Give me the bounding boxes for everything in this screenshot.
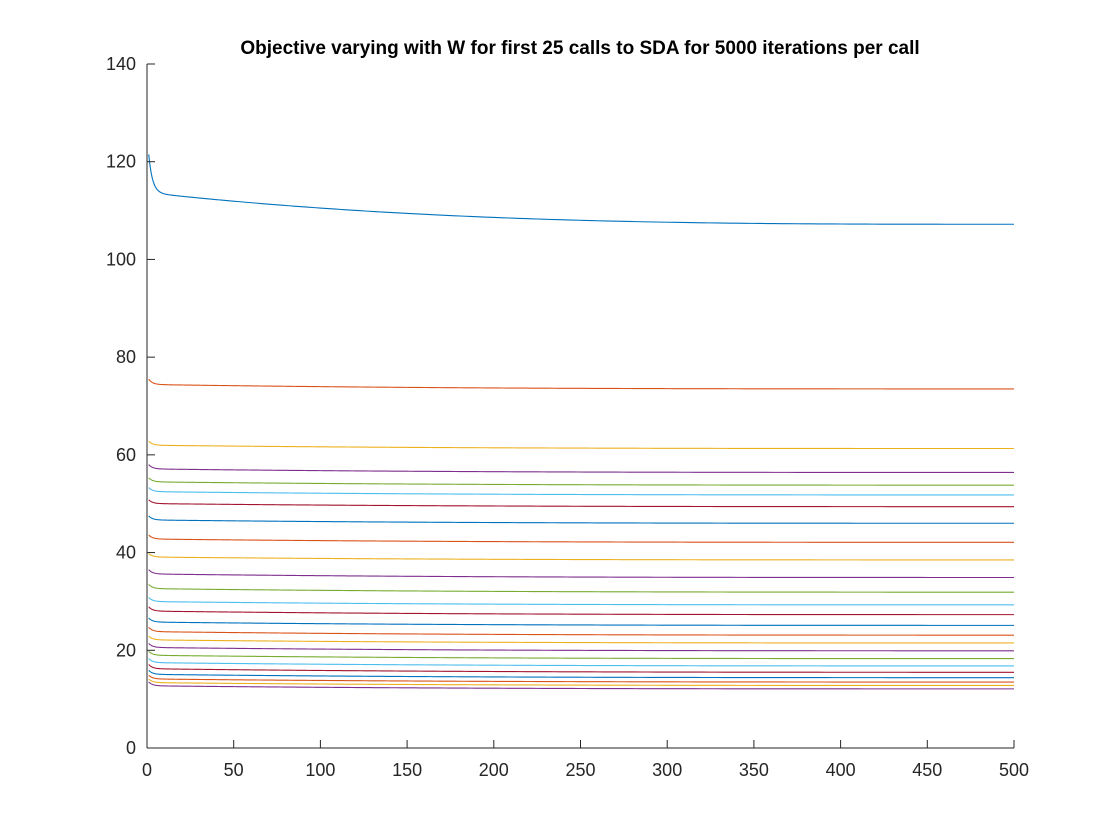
- series-line-2: [148, 378, 1014, 390]
- series-line-16: [148, 626, 1014, 636]
- series-line-18: [148, 642, 1014, 652]
- x-tick-label: 250: [565, 760, 595, 780]
- y-tick-label: 100: [106, 249, 136, 269]
- series-group: [148, 154, 1014, 690]
- series-line-22: [148, 669, 1014, 679]
- x-tick-label: 400: [826, 760, 856, 780]
- chart-title: Objective varying with W for first 25 ca…: [240, 38, 919, 59]
- series-line-4: [148, 464, 1014, 474]
- series-line-10: [148, 553, 1014, 561]
- y-tick-label: 20: [116, 640, 136, 660]
- series-line-24: [148, 678, 1014, 687]
- series-line-9: [148, 534, 1014, 543]
- x-tick-label: 50: [224, 760, 244, 780]
- series-line-5: [148, 477, 1014, 486]
- series-line-19: [148, 650, 1014, 660]
- x-tick-label: 350: [739, 760, 769, 780]
- series-line-14: [148, 606, 1014, 616]
- y-tick-label: 0: [126, 738, 136, 758]
- axes-group: 0 50 100 150 200 250 300 350 400 450 500 0 20 40 60 80 1…: [106, 54, 1029, 780]
- series-line-25: [148, 681, 1014, 690]
- x-tick-label: 300: [652, 760, 682, 780]
- series-line-20: [148, 658, 1014, 667]
- y-tick-label: 40: [116, 543, 136, 563]
- series-line-8: [148, 515, 1014, 524]
- series-line-23: [148, 674, 1014, 683]
- y-tick-label: 60: [116, 445, 136, 465]
- series-line-6: [148, 487, 1014, 496]
- y-tick-label: 140: [106, 54, 136, 74]
- series-line-17: [148, 635, 1014, 644]
- x-tick-label: 450: [912, 760, 942, 780]
- series-line-13: [148, 597, 1014, 606]
- series-line-3: [148, 440, 1014, 450]
- series-line-12: [148, 583, 1014, 593]
- series-line-1: [148, 154, 1014, 225]
- x-tick-label: 150: [392, 760, 422, 780]
- series-line-7: [148, 499, 1014, 508]
- series-line-15: [148, 617, 1014, 626]
- x-tick-label: 500: [999, 760, 1029, 780]
- series-line-11: [148, 569, 1014, 579]
- plot-area: 0 50 100 150 200 250 300 350 400 450 500 0 20 40 60 80 1…: [106, 54, 1029, 780]
- x-tick-label: 100: [305, 760, 335, 780]
- y-tick-label: 80: [116, 347, 136, 367]
- x-tick-label: 0: [142, 760, 152, 780]
- x-tick-label: 200: [479, 760, 509, 780]
- y-tick-label: 120: [106, 152, 136, 172]
- series-line-21: [148, 664, 1014, 673]
